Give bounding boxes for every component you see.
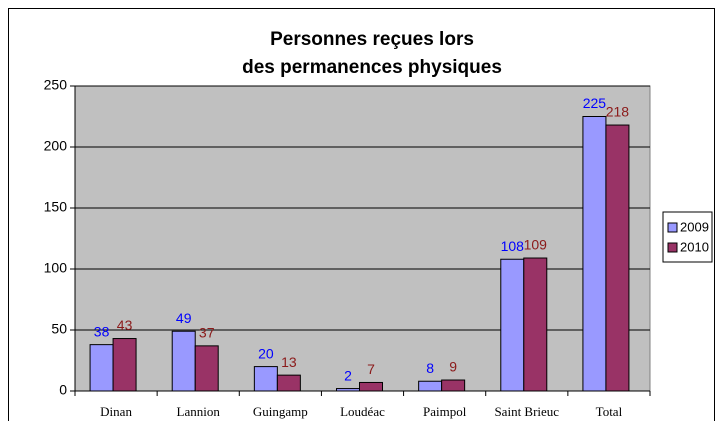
value-label: 43 [117,317,133,333]
x-tick-label: Guingamp [253,404,308,419]
value-label: 38 [94,323,110,339]
bar [500,258,525,392]
x-tick-label: Total [596,404,623,419]
value-label: 20 [258,345,274,361]
y-tick-label: 150 [44,199,68,215]
bar [171,330,196,392]
x-tick-label: Loudéac [340,404,385,419]
y-tick-label: 50 [51,321,67,337]
bar [194,345,219,392]
value-label: 225 [583,95,607,111]
bar [336,388,360,392]
value-label: 2 [344,367,352,383]
plot-area [74,85,651,392]
bar [418,380,443,392]
value-label: 13 [281,354,297,370]
y-tick-label: 250 [44,77,68,93]
value-label: 37 [199,325,215,341]
bar [276,374,301,392]
x-tick-label: Dinan [100,404,132,419]
bar [359,381,383,392]
bar [253,366,278,392]
y-tick-label: 100 [44,260,68,276]
chart-title: des permanences physiques [242,57,502,78]
bar [582,116,607,392]
value-label: 7 [367,361,375,377]
bar [441,379,466,392]
bar [523,257,548,392]
value-label: 49 [176,310,192,326]
y-tick-label: 0 [59,382,67,398]
legend-label: 2009 [680,219,709,234]
bar [112,338,137,392]
chart-title: Personnes reçues lors [270,29,474,50]
legend-swatch [667,242,678,253]
bar [89,344,114,392]
value-label: 8 [426,360,434,376]
value-label: 108 [501,238,525,254]
bar [605,124,630,392]
legend-label: 2010 [680,239,709,254]
value-label: 218 [606,104,630,120]
value-label: 109 [524,237,548,253]
legend-swatch [667,222,678,233]
x-tick-label: Saint Brieuc [494,404,559,419]
y-tick-label: 200 [44,138,68,154]
legend [662,211,713,263]
x-tick-label: Paimpol [423,404,467,419]
value-label: 9 [449,359,457,375]
x-tick-label: Lannion [177,404,221,419]
